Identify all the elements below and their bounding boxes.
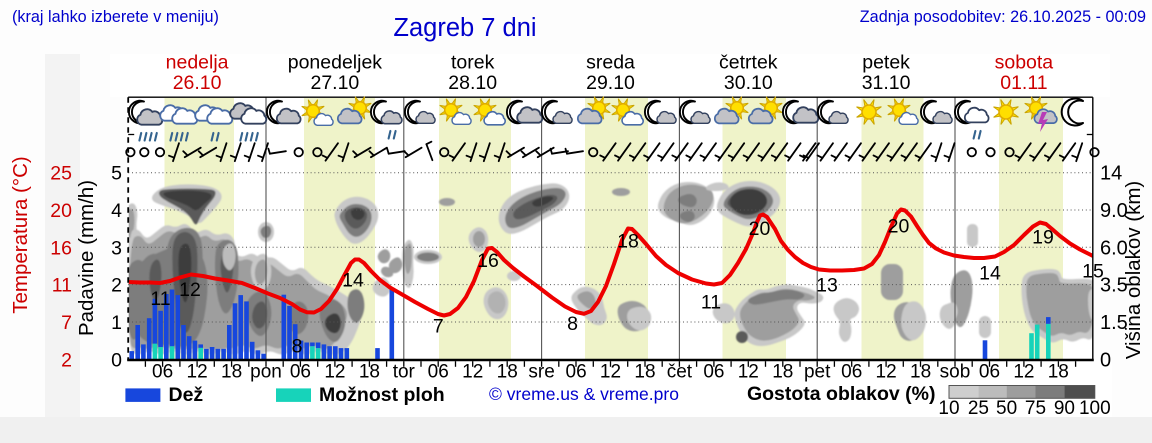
svg-text:četrtek: četrtek: [719, 52, 778, 74]
svg-text:20: 20: [749, 218, 771, 240]
svg-text:11: 11: [701, 292, 721, 314]
svg-text:sobota: sobota: [995, 52, 1054, 74]
svg-text:18: 18: [497, 362, 518, 383]
svg-text:18: 18: [1048, 362, 1069, 383]
svg-text:Možnost ploh: Možnost ploh: [319, 384, 445, 406]
svg-text:01.11: 01.11: [1000, 72, 1047, 94]
svg-text:© vreme.us & vreme.pro: © vreme.us & vreme.pro: [489, 384, 679, 404]
svg-text:12: 12: [600, 362, 621, 383]
svg-text:25: 25: [50, 163, 72, 185]
svg-text:nedelja: nedelja: [166, 52, 229, 74]
svg-text:14: 14: [342, 270, 364, 292]
svg-text:12: 12: [738, 362, 759, 383]
svg-text:torek: torek: [451, 52, 495, 74]
svg-text:sreda: sreda: [586, 52, 635, 74]
svg-text:06: 06: [290, 362, 311, 383]
svg-text:14: 14: [1100, 163, 1122, 185]
svg-text:30.10: 30.10: [724, 72, 773, 94]
svg-text:29.10: 29.10: [586, 72, 635, 94]
svg-text:14: 14: [979, 263, 1001, 285]
svg-text:2: 2: [61, 349, 72, 371]
svg-text:pet: pet: [804, 362, 831, 383]
svg-text:1: 1: [111, 312, 122, 334]
svg-text:11: 11: [150, 288, 170, 310]
svg-text:8: 8: [292, 336, 303, 358]
svg-text:75: 75: [1025, 398, 1046, 419]
svg-text:100: 100: [1079, 398, 1111, 419]
svg-text:19: 19: [1032, 227, 1054, 249]
svg-text:7: 7: [61, 312, 72, 334]
svg-text:ponedeljek: ponedeljek: [288, 52, 383, 74]
svg-text:20: 20: [50, 200, 72, 222]
svg-text:0: 0: [111, 349, 122, 371]
svg-text:Padavine (mm/h): Padavine (mm/h): [75, 180, 98, 336]
svg-text:Višina oblakov (km): Višina oblakov (km): [1122, 181, 1145, 360]
svg-text:Dež: Dež: [169, 384, 204, 406]
svg-text:5: 5: [111, 163, 122, 185]
svg-text:pon: pon: [250, 362, 282, 383]
svg-text:3.5: 3.5: [1100, 275, 1128, 297]
svg-text:12: 12: [324, 362, 345, 383]
svg-text:12: 12: [187, 362, 208, 383]
svg-text:31.10: 31.10: [862, 72, 911, 94]
svg-text:18: 18: [634, 362, 655, 383]
svg-text:7: 7: [433, 316, 444, 338]
svg-text:90: 90: [1054, 398, 1075, 419]
svg-text:06: 06: [428, 362, 449, 383]
svg-text:06: 06: [566, 362, 587, 383]
svg-text:9.0: 9.0: [1100, 200, 1128, 222]
svg-text:12: 12: [462, 362, 483, 383]
svg-text:18: 18: [221, 362, 242, 383]
svg-text:Zagreb 7 dni: Zagreb 7 dni: [393, 14, 536, 42]
svg-text:3: 3: [111, 237, 122, 259]
svg-text:28.10: 28.10: [448, 72, 497, 94]
svg-text:26.10: 26.10: [173, 72, 222, 94]
svg-text:18: 18: [910, 362, 931, 383]
svg-text:8: 8: [567, 313, 578, 335]
svg-text:27.10: 27.10: [310, 72, 359, 94]
svg-text:4: 4: [111, 200, 122, 222]
svg-text:20: 20: [888, 216, 910, 238]
svg-text:petek: petek: [862, 52, 910, 74]
svg-text:18: 18: [617, 231, 639, 253]
svg-text:13: 13: [816, 275, 838, 297]
svg-text:Temperatura (°C): Temperatura (°C): [9, 156, 32, 313]
svg-text:12: 12: [1013, 362, 1034, 383]
svg-text:25: 25: [968, 398, 989, 419]
svg-text:12: 12: [876, 362, 897, 383]
svg-text:06: 06: [979, 362, 1000, 383]
svg-text:6.0: 6.0: [1100, 237, 1128, 259]
svg-text:11: 11: [52, 275, 72, 297]
svg-text:06: 06: [152, 362, 173, 383]
svg-text:10: 10: [938, 398, 959, 419]
svg-text:06: 06: [703, 362, 724, 383]
svg-text:18: 18: [359, 362, 380, 383]
svg-text:2: 2: [111, 275, 122, 297]
svg-text:Zadnja posodobitev: 26.10.2025: Zadnja posodobitev: 26.10.2025 - 00:09: [860, 8, 1146, 26]
svg-text:50: 50: [996, 398, 1017, 419]
svg-text:18: 18: [772, 362, 793, 383]
svg-text:sre: sre: [528, 362, 554, 383]
svg-text:Gostota oblakov (%): Gostota oblakov (%): [747, 383, 936, 405]
svg-text:1.5: 1.5: [1100, 312, 1128, 334]
svg-text:16: 16: [477, 250, 499, 272]
svg-text:sob: sob: [940, 362, 971, 383]
svg-text:tor: tor: [393, 362, 416, 383]
svg-text:čet: čet: [667, 362, 693, 383]
svg-text:0: 0: [1100, 349, 1111, 371]
svg-text:06: 06: [841, 362, 862, 383]
svg-text:12: 12: [179, 279, 201, 301]
svg-text:(kraj lahko izberete v meniju): (kraj lahko izberete v meniju): [12, 8, 219, 26]
svg-text:16: 16: [50, 237, 72, 259]
